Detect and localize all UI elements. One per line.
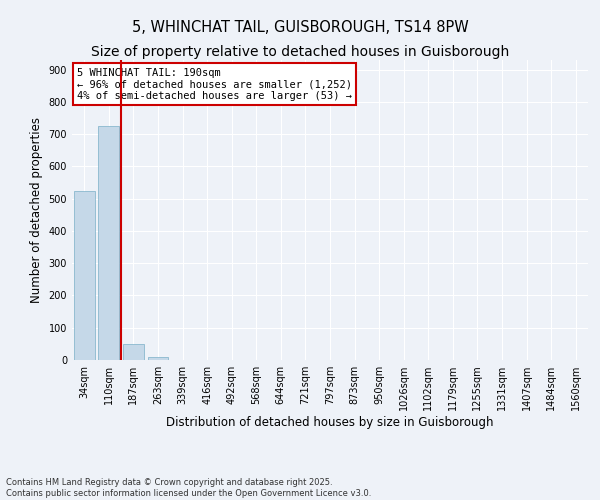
Text: 5 WHINCHAT TAIL: 190sqm
← 96% of detached houses are smaller (1,252)
4% of semi-: 5 WHINCHAT TAIL: 190sqm ← 96% of detache…	[77, 68, 352, 100]
Y-axis label: Number of detached properties: Number of detached properties	[30, 117, 43, 303]
Bar	[98, 126, 119, 360]
Text: 5, WHINCHAT TAIL, GUISBOROUGH, TS14 8PW: 5, WHINCHAT TAIL, GUISBOROUGH, TS14 8PW	[131, 20, 469, 35]
Bar	[148, 358, 169, 360]
X-axis label: Distribution of detached houses by size in Guisborough: Distribution of detached houses by size …	[166, 416, 494, 429]
Text: Size of property relative to detached houses in Guisborough: Size of property relative to detached ho…	[91, 45, 509, 59]
Text: Contains HM Land Registry data © Crown copyright and database right 2025.
Contai: Contains HM Land Registry data © Crown c…	[6, 478, 371, 498]
Bar	[123, 344, 144, 360]
Bar	[74, 190, 95, 360]
